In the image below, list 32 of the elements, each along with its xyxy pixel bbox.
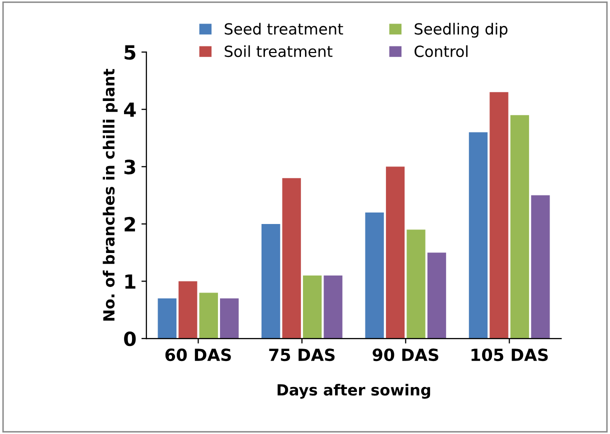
x-tick-label: 75 DAS [269,348,335,362]
bar [386,166,405,339]
bar [262,224,280,339]
legend-label: Seed treatment [224,22,344,35]
bar [178,281,198,339]
bar [406,230,426,339]
y-tick-label: 5 [124,45,136,60]
bar [468,132,488,339]
bar [220,298,239,339]
y-tick-label: 2 [124,216,135,232]
x-tick-label: 90 DAS [372,348,438,362]
bar [510,115,530,339]
legend-label: Seedling dip [414,22,508,38]
x-tick-label: 105 DAS [472,348,548,362]
bar [427,252,446,339]
x-tick-label: 60 DAS [165,348,231,362]
bar [324,276,342,339]
bar [365,212,384,339]
legend-label: Soil treatment [224,45,332,58]
legend-label: Control [414,45,468,58]
y-tick-label: 1 [125,274,136,289]
bar [531,195,550,339]
y-tick-label: 4 [124,102,136,117]
y-axis-title: No. of branches in chilli plant [102,68,118,321]
bar [199,292,218,339]
bar [490,92,508,339]
x-axis-title: Days after sowing [278,384,430,399]
y-tick-label: 0 [124,331,136,346]
bar [158,298,176,339]
bar [302,276,322,339]
bar [282,178,301,339]
y-tick-label: 3 [124,160,136,174]
